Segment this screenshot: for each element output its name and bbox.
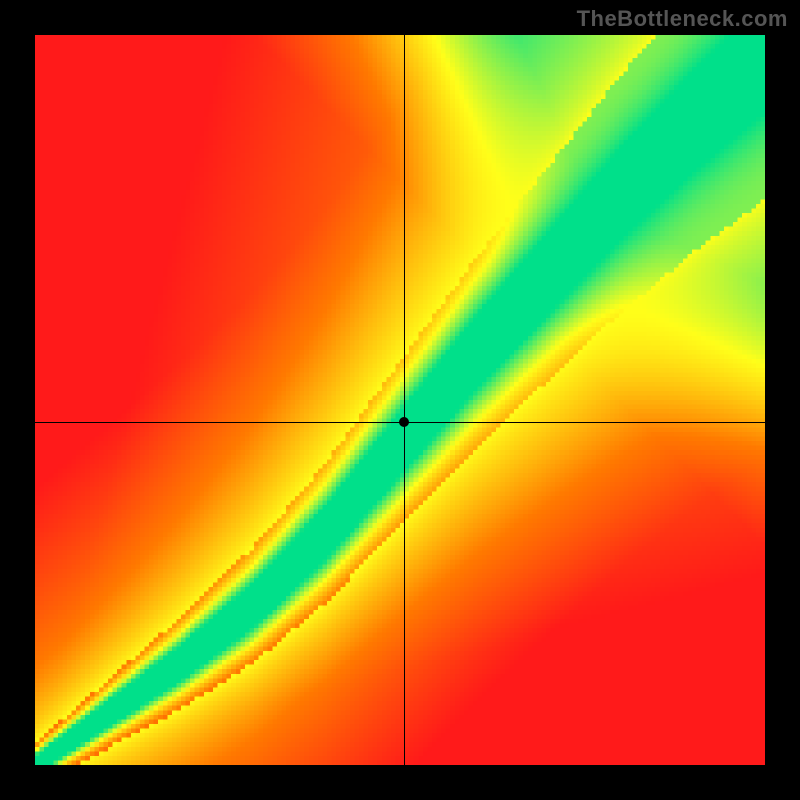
chart-container: TheBottleneck.com <box>0 0 800 800</box>
crosshair-vertical <box>404 35 405 765</box>
plot-area <box>35 35 765 765</box>
watermark-text: TheBottleneck.com <box>577 6 788 32</box>
heatmap-canvas <box>35 35 765 765</box>
crosshair-marker <box>399 417 409 427</box>
